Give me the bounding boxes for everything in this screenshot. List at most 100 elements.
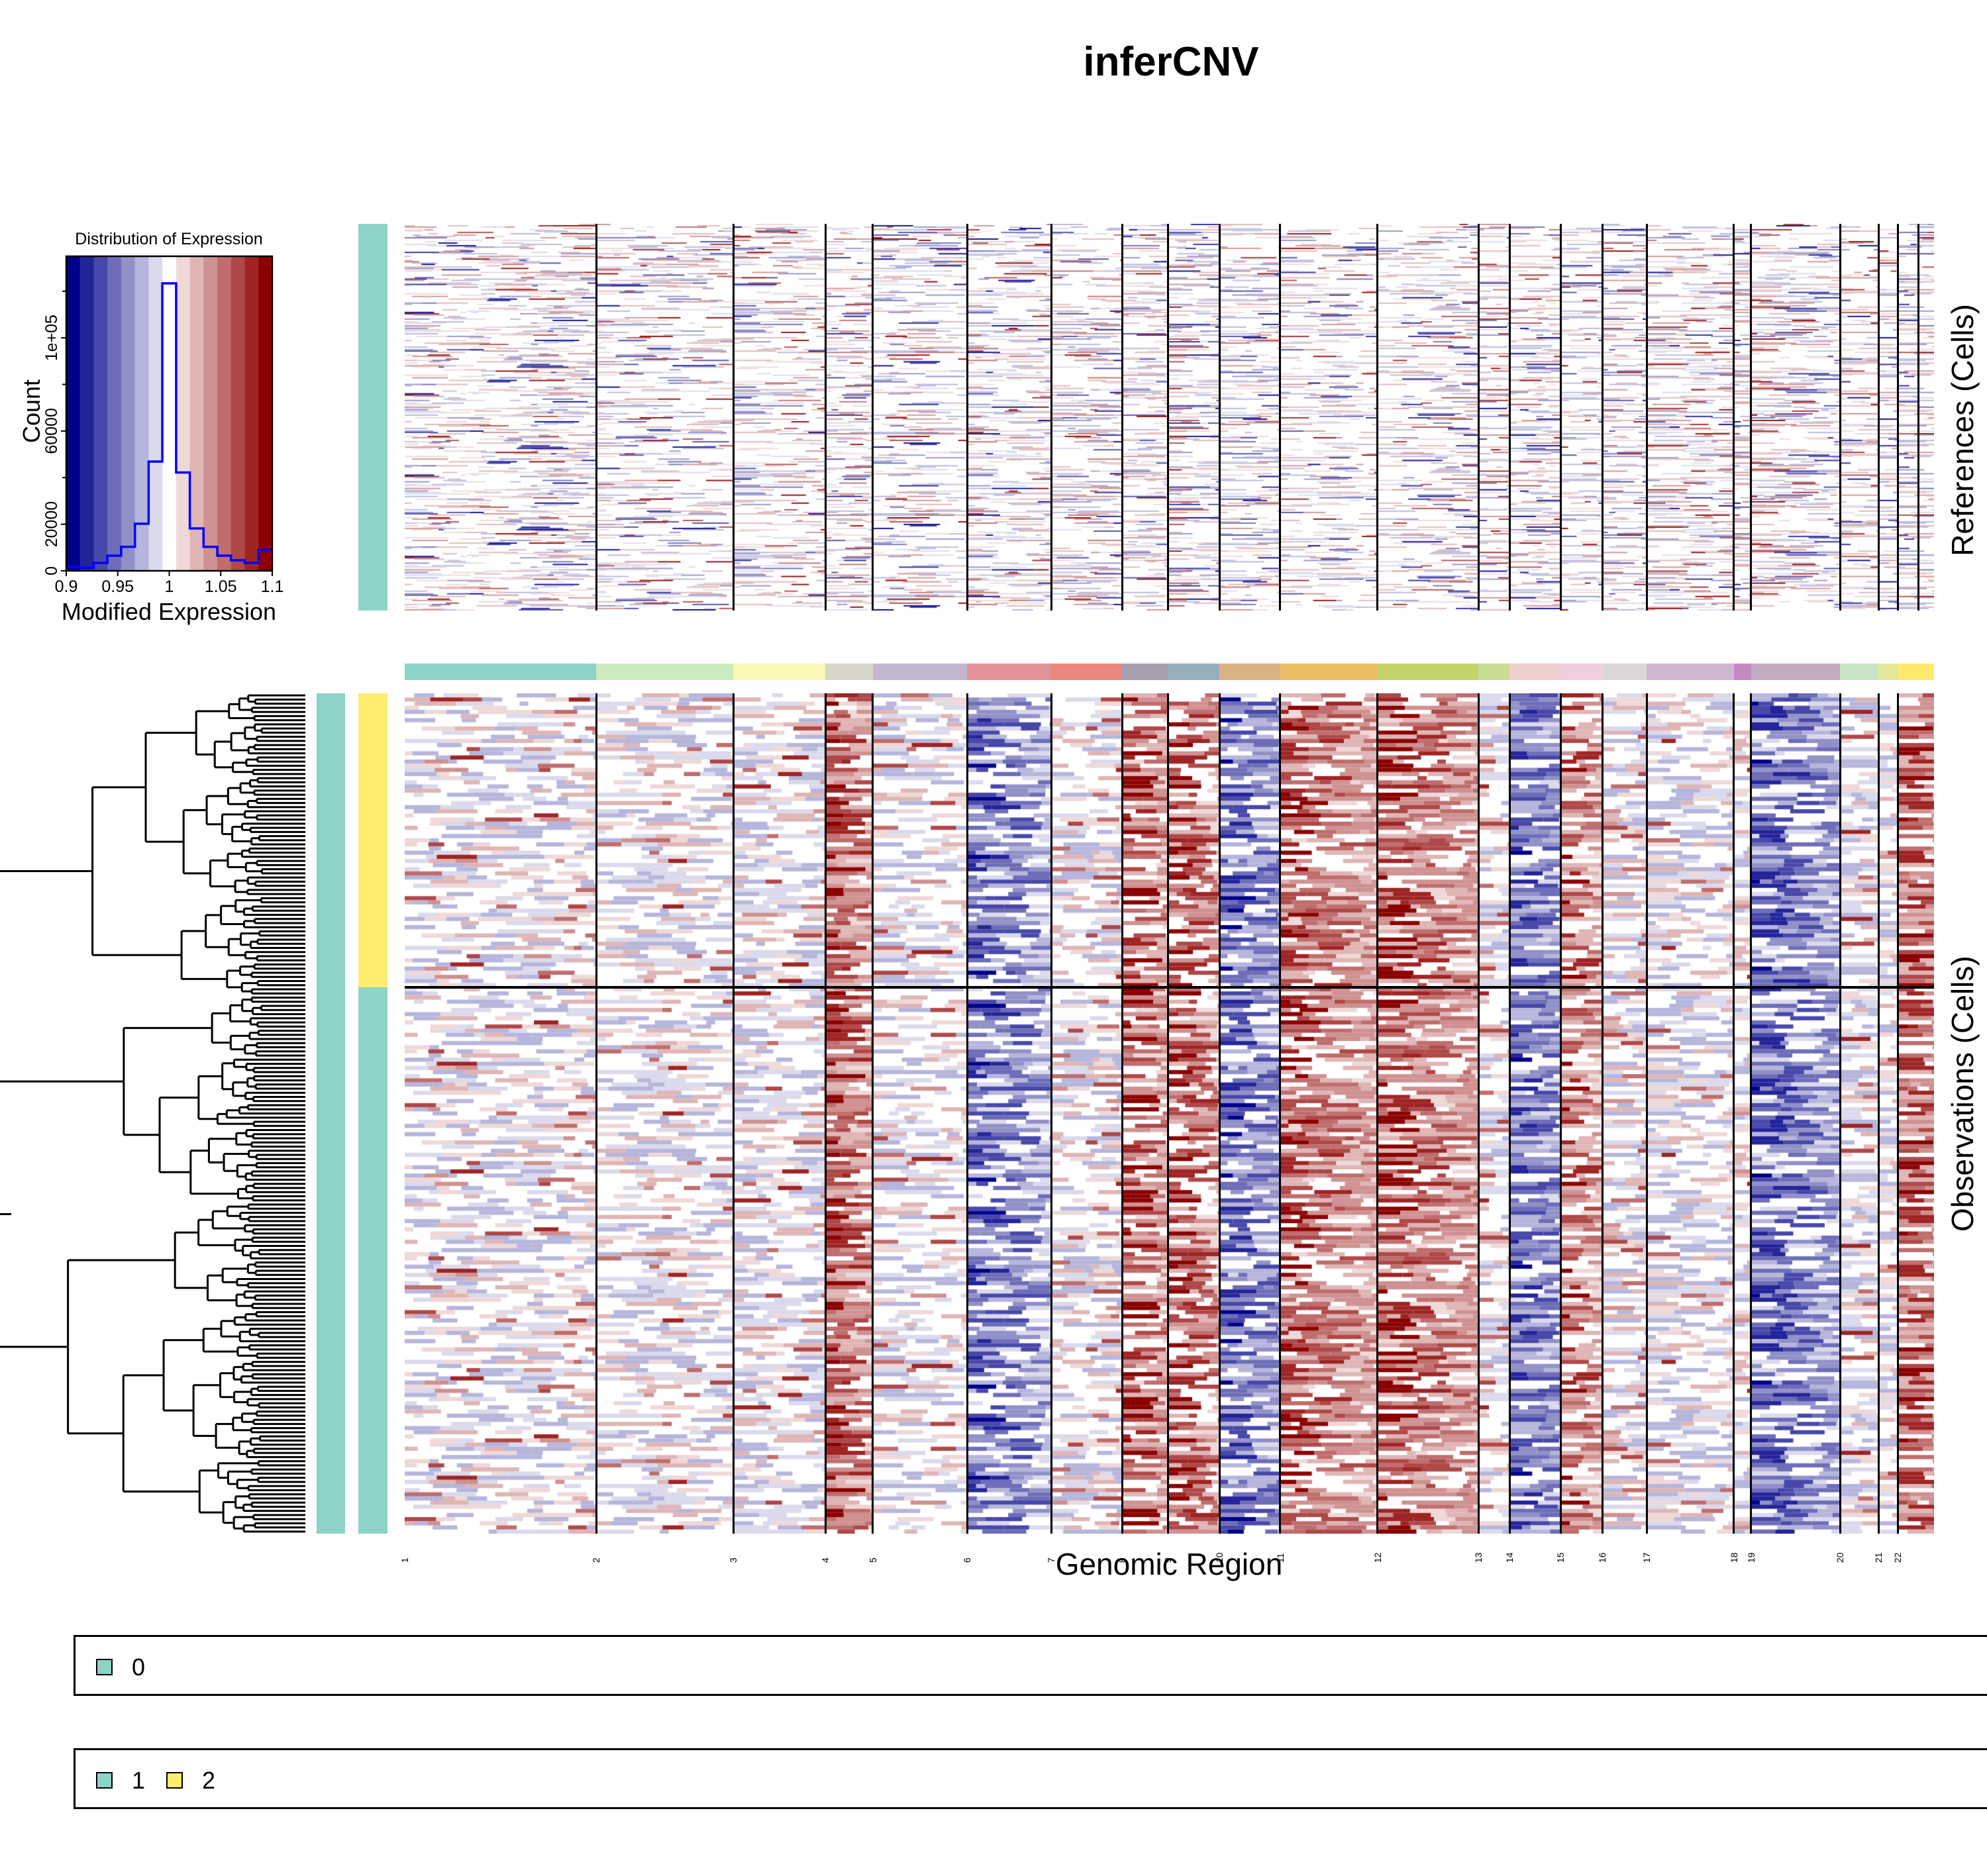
- histogram-x-axis-label: Modified Expression: [61, 598, 277, 625]
- chromosome-boundary: [1733, 224, 1735, 611]
- chromosome-boundary: [1559, 693, 1562, 1534]
- chromosome-boundary: [966, 224, 968, 611]
- chromosome-boundary: [1877, 693, 1880, 1534]
- chromosome-boundary: [966, 693, 968, 1534]
- chromosome-boundary: [1750, 693, 1753, 1534]
- chromosome-boundary: [1877, 224, 1880, 611]
- x-tick-label: 1: [165, 577, 174, 596]
- legend-swatch: [166, 1772, 183, 1789]
- chromosome-label: 12: [1372, 1552, 1383, 1563]
- legend-label: 0: [132, 1654, 146, 1681]
- chromosome-label: 4: [820, 1557, 831, 1563]
- color-key-bin: [258, 256, 273, 571]
- chromosome-label: 20: [1835, 1552, 1846, 1563]
- chromosome-segment-3: [733, 664, 826, 680]
- color-key-bin: [148, 256, 163, 571]
- chromosome-segment-2: [596, 664, 734, 680]
- histogram-color-key: 0.9 0.95 1 1.05 1.1 0 20000 60000 1e+05: [42, 255, 283, 596]
- chromosome-label: 14: [1504, 1552, 1515, 1563]
- chromosome-boundary: [1645, 224, 1648, 611]
- x-tick-label: 0.9: [55, 577, 78, 596]
- chromosome-label: 3: [728, 1557, 739, 1563]
- y-tick-label: 60000: [42, 408, 61, 454]
- histogram-y-axis-label: Count: [18, 379, 45, 444]
- chromosome-boundary: [1218, 693, 1221, 1534]
- chromosome-boundary: [1896, 224, 1899, 611]
- y-tick-label: 0: [42, 566, 61, 575]
- plot-title: inferCNV: [1083, 39, 1259, 85]
- chromosome-segment-6: [967, 664, 1052, 680]
- chromosome-segment-5: [872, 664, 968, 680]
- group-separator-line: [405, 986, 1934, 989]
- chromosome-label: 13: [1473, 1552, 1484, 1563]
- chromosome-segment-18: [1733, 664, 1752, 680]
- reference-annotation-bar: [358, 224, 387, 611]
- color-key-bin: [230, 256, 246, 571]
- chromosome-boundary: [824, 224, 827, 611]
- histogram-title: Distribution of Expression: [75, 230, 263, 248]
- chromosome-boundary: [1376, 224, 1379, 611]
- legend-item: 0: [96, 1654, 146, 1681]
- chromosome-boundary: [595, 693, 597, 1534]
- chromosome-segment-19: [1751, 664, 1841, 680]
- legend-item: 2: [166, 1767, 216, 1794]
- chromosome-boundary: [1121, 693, 1123, 1534]
- chromosome-boundary: [1839, 224, 1841, 611]
- chromosome-segment-12: [1377, 664, 1479, 680]
- chromosome-segment-9: [1168, 664, 1220, 680]
- chromosome-boundary: [1279, 693, 1282, 1534]
- chromosome-boundary: [1508, 224, 1511, 611]
- chromosome-boundary: [732, 693, 735, 1534]
- color-key-bin: [121, 256, 136, 571]
- color-key-bin: [134, 256, 149, 571]
- observations-axis-label: Observations (Cells): [1945, 956, 1980, 1232]
- x-tick-label: 1.05: [205, 577, 237, 596]
- y-tick-label: 1e+05: [42, 315, 61, 361]
- chromosome-boundary: [732, 224, 735, 611]
- observation-annotation-bar-group-1: [358, 987, 387, 1534]
- x-axis-label: Genomic Region: [1055, 1547, 1283, 1581]
- chromosome-label: 15: [1555, 1552, 1566, 1563]
- chromosome-boundary: [1917, 224, 1920, 611]
- chromosome-segment-22: [1898, 664, 1935, 680]
- chromosome-boundary: [1508, 693, 1511, 1534]
- legend-label: 1: [132, 1767, 146, 1794]
- chromosome-segment-17: [1647, 664, 1735, 680]
- chromosome-segment-4: [825, 664, 874, 680]
- chromosome-boundary: [1477, 224, 1480, 611]
- y-tick-label: 20000: [42, 501, 61, 548]
- x-tick-label: 0.95: [101, 577, 134, 596]
- chromosome-boundary: [1050, 224, 1052, 611]
- color-key-bin: [79, 256, 94, 571]
- chromosome-segment-8: [1122, 664, 1168, 680]
- chromosome-segment-16: [1602, 664, 1647, 680]
- chromosome-boundary: [1645, 693, 1648, 1534]
- legend-swatch: [96, 1772, 113, 1789]
- legend-references: 0: [74, 1635, 1987, 1696]
- chromosome-segment-15: [1560, 664, 1603, 680]
- chromosome-label: 22: [1892, 1552, 1904, 1563]
- color-key-bin: [217, 256, 232, 571]
- legend-swatch: [96, 1659, 113, 1675]
- color-key-bin: [93, 256, 108, 571]
- legend-label: 2: [202, 1767, 216, 1794]
- observation-annotation-bar-group-2: [358, 693, 387, 987]
- chromosome-label: 19: [1745, 1552, 1757, 1563]
- color-key-bin: [176, 256, 191, 571]
- color-key-bin: [244, 256, 259, 571]
- chromosome-boundary: [1750, 224, 1753, 611]
- chromosome-boundary: [1050, 693, 1052, 1534]
- chromosome-segment-21: [1878, 664, 1898, 680]
- observations-heatmap: [405, 693, 1934, 1534]
- chromosome-boundary: [872, 224, 874, 611]
- chromosome-label: 18: [1728, 1552, 1739, 1563]
- chromosome-boundary: [1601, 693, 1604, 1534]
- legend-item: 1: [96, 1767, 146, 1794]
- color-key-bin: [66, 256, 81, 571]
- chromosome-boundary: [1218, 224, 1221, 611]
- chromosome-color-bar: [405, 664, 1935, 680]
- chromosome-segment-10: [1219, 664, 1281, 680]
- chromosome-boundary: [1279, 224, 1282, 611]
- chromosome-boundary: [1733, 693, 1735, 1534]
- color-key-bin: [162, 256, 177, 571]
